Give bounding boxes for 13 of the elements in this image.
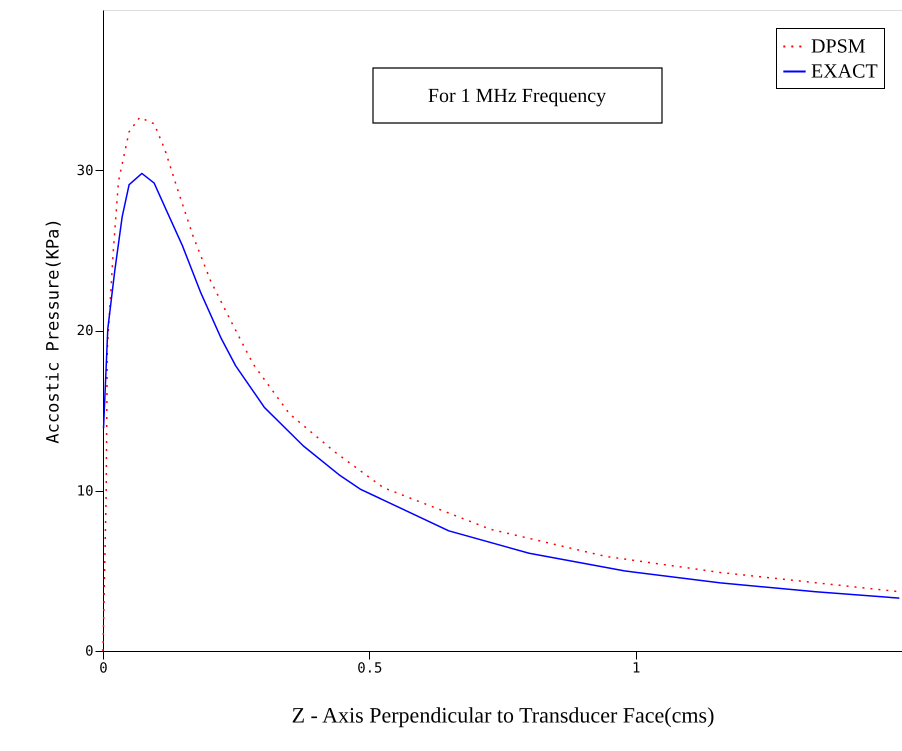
y-tick-label: 10 — [76, 483, 94, 500]
y-axis-title: Accostic Pressure(KPa) — [44, 218, 64, 444]
y-tick-label: 30 — [76, 162, 94, 179]
x-axis-title: Z - Axis Perpendicular to Transducer Face(cms) — [292, 702, 714, 728]
line-series — [102, 172, 900, 599]
y-tick-label: 20 — [76, 323, 94, 339]
y-tick-label: 0 — [85, 644, 94, 660]
x-tick-label: 0 — [99, 660, 108, 676]
annotation: For 1 MHz Frequency — [428, 85, 606, 107]
legend-label: DPSM — [811, 36, 866, 58]
legend-label: EXACT — [811, 60, 878, 82]
x-tick-label: 0.5 — [357, 660, 382, 676]
x-tick-label: 1 — [632, 660, 640, 676]
